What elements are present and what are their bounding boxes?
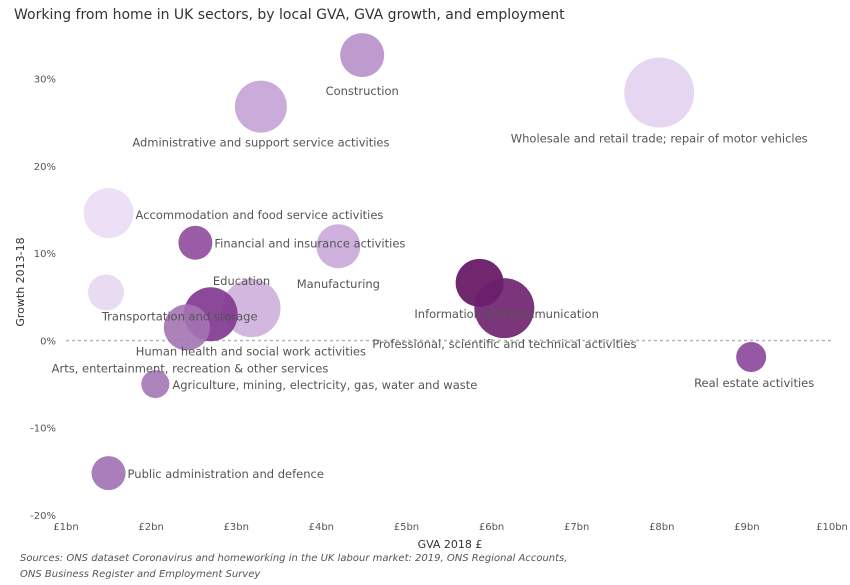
bubble-label: Education: [213, 274, 270, 288]
x-tick-label: £9bn: [734, 522, 759, 533]
bubble-label: Public administration and defence: [128, 467, 324, 481]
x-tick-label: £10bn: [816, 522, 848, 533]
bubble-label: Real estate activities: [694, 376, 814, 390]
y-axis-ticks: 30% 20% 10% 0% -10% -20%: [30, 75, 56, 522]
x-tick-label: £4bn: [309, 522, 334, 533]
bubble[interactable]: [163, 304, 210, 351]
bubble[interactable]: [736, 342, 767, 373]
chart-title: Working from home in UK sectors, by loca…: [14, 7, 565, 23]
x-tick-label: £5bn: [394, 522, 419, 533]
bubble-label: Financial and insurance activities: [214, 237, 405, 251]
bubble[interactable]: [88, 274, 125, 311]
bubble[interactable]: [83, 188, 134, 239]
x-axis-title: GVA 2018 £: [418, 538, 483, 551]
bubble-label: Arts, entertainment, recreation & other …: [52, 361, 329, 375]
bubble-label: Information and communication: [414, 307, 598, 321]
bubble-label: Administrative and support service activ…: [132, 136, 389, 150]
y-tick-label: 10%: [34, 249, 56, 260]
x-tick-label: £8bn: [649, 522, 674, 533]
x-tick-label: £6bn: [479, 522, 504, 533]
bubble-label: Professional, scientific and technical a…: [372, 337, 636, 351]
bubble[interactable]: [624, 57, 695, 128]
bubble-label: Agriculture, mining, electricity, gas, w…: [172, 378, 477, 392]
source-line-2: ONS Business Register and Employment Sur…: [20, 569, 261, 580]
bubble-label: Accommodation and food service activitie…: [136, 208, 384, 222]
bubble-label: Human health and social work activities: [136, 344, 366, 358]
bubble[interactable]: [340, 33, 385, 78]
bubble[interactable]: [222, 279, 281, 338]
bubble[interactable]: [178, 225, 213, 260]
bubble-label: Wholesale and retail trade; repair of mo…: [511, 132, 808, 146]
x-axis-ticks: £1bn £2bn £3bn £4bn £5bn £6bn £7bn £8bn £9bn £10b…: [53, 522, 848, 533]
bubble-label: Manufacturing: [297, 277, 380, 291]
bubble[interactable]: [141, 370, 170, 399]
x-tick-label: £1bn: [53, 522, 78, 533]
source-line-1: Sources: ONS dataset Coronavirus and hom…: [20, 553, 568, 564]
bubble[interactable]: [474, 278, 535, 339]
bubble[interactable]: [316, 224, 361, 269]
bubble-labels: Construction Wholesale and retail trade; …: [52, 84, 815, 481]
y-tick-label: 0%: [40, 336, 56, 347]
x-tick-label: £2bn: [138, 522, 163, 533]
x-tick-label: £7bn: [564, 522, 589, 533]
y-tick-label: 20%: [34, 162, 56, 173]
bubble-label: Construction: [326, 84, 399, 98]
x-tick-label: £3bn: [224, 522, 249, 533]
bubble[interactable]: [234, 80, 287, 133]
y-axis-title: Growth 2013-18: [14, 237, 27, 326]
bubble-label: Transportation and storage: [101, 309, 258, 323]
bubbles: [83, 33, 767, 491]
y-tick-label: -20%: [30, 511, 56, 522]
bubble[interactable]: [91, 456, 126, 491]
y-tick-label: 30%: [34, 75, 56, 86]
y-tick-label: -10%: [30, 424, 56, 435]
